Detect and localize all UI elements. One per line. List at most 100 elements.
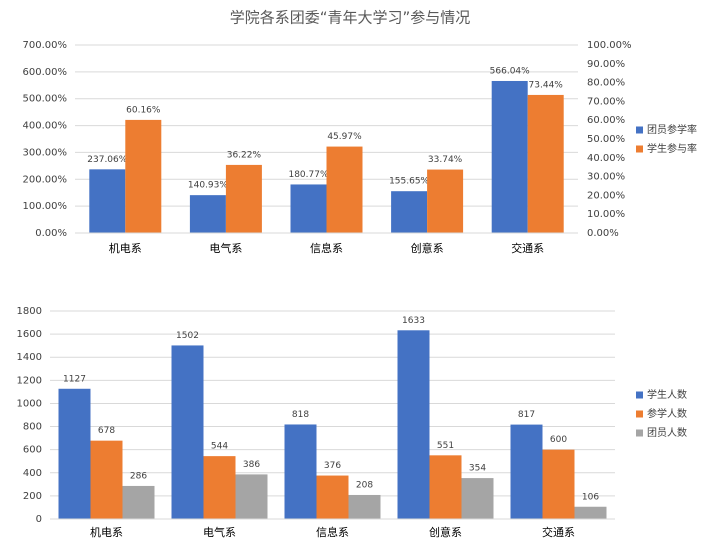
data-label: 286 — [130, 471, 147, 481]
bar — [391, 191, 428, 233]
chart-title: 学院各系团委“青年大学习”参与情况 — [230, 9, 471, 27]
x-tick-label: 创意系 — [411, 241, 444, 255]
x-tick-label: 电气系 — [203, 525, 236, 539]
bar — [491, 80, 528, 233]
data-label: 818 — [292, 410, 309, 420]
bar — [171, 345, 204, 519]
data-label: 1127 — [63, 374, 86, 384]
x-tick-label: 机电系 — [109, 241, 142, 255]
data-label: 180.77% — [288, 170, 328, 180]
bar — [90, 440, 123, 519]
y-tick-label: 500.00% — [23, 94, 68, 105]
data-label: 73.44% — [529, 80, 564, 90]
bar — [510, 424, 543, 519]
data-label: 566.04% — [490, 66, 530, 76]
x-tick-label: 信息系 — [310, 241, 343, 255]
bar — [461, 478, 494, 519]
data-label: 36.22% — [227, 150, 262, 160]
bar — [284, 424, 317, 519]
bar — [189, 195, 226, 233]
y-tick-label: 700.00% — [23, 40, 68, 51]
y-tick-label: 600.00% — [23, 67, 68, 78]
legend-label: 团员参学率 — [647, 123, 697, 136]
y-tick-label: 400 — [23, 468, 42, 479]
y2-tick-label: 0.00% — [587, 228, 619, 239]
y-tick-label: 200 — [23, 491, 42, 502]
bar — [527, 94, 564, 233]
data-label: 60.16% — [126, 105, 161, 115]
bar — [326, 146, 363, 233]
y-tick-label: 300.00% — [23, 147, 68, 158]
data-label: 1502 — [176, 331, 199, 341]
bar — [89, 169, 126, 233]
data-label: 551 — [437, 441, 454, 451]
bar — [427, 169, 464, 233]
y-tick-label: 800 — [23, 422, 42, 433]
y2-tick-label: 70.00% — [587, 96, 625, 107]
legend-swatch — [636, 429, 643, 437]
data-label: 354 — [469, 464, 486, 474]
legend-swatch — [636, 126, 643, 134]
x-tick-label: 交通系 — [542, 525, 575, 539]
bar — [203, 456, 236, 519]
y2-tick-label: 100.00% — [587, 40, 632, 51]
x-tick-label: 创意系 — [429, 525, 462, 539]
data-label: 33.74% — [428, 155, 463, 165]
data-label: 237.06% — [87, 155, 127, 165]
bar — [574, 506, 607, 519]
bar — [125, 119, 162, 233]
legend-label: 团员人数 — [647, 426, 687, 439]
legend-swatch — [636, 391, 643, 399]
data-label: 1633 — [402, 316, 425, 326]
data-label: 45.97% — [327, 132, 362, 142]
y2-tick-label: 40.00% — [587, 153, 625, 164]
y-tick-label: 0.00% — [35, 228, 67, 239]
y-tick-label: 1800 — [17, 306, 42, 317]
data-label: 600 — [550, 435, 567, 445]
bar — [122, 485, 155, 519]
x-tick-label: 机电系 — [90, 525, 123, 539]
data-label: 140.93% — [188, 181, 228, 191]
data-label: 817 — [518, 410, 535, 420]
y-tick-label: 1600 — [17, 329, 42, 340]
data-label: 386 — [243, 460, 260, 470]
y-tick-label: 200.00% — [23, 174, 68, 185]
data-label: 678 — [98, 426, 115, 436]
y2-tick-label: 30.00% — [587, 172, 625, 183]
data-label: 155.65% — [389, 177, 429, 187]
bar — [290, 184, 327, 233]
bar — [348, 494, 381, 519]
bar — [542, 449, 575, 519]
data-label: 376 — [324, 461, 341, 471]
legend-swatch — [636, 145, 643, 153]
bar — [235, 474, 268, 519]
y-tick-label: 0 — [36, 514, 42, 525]
y-tick-label: 1400 — [17, 352, 42, 363]
legend-swatch — [636, 410, 643, 418]
legend-label: 学生参与率 — [647, 142, 697, 155]
y2-tick-label: 80.00% — [587, 78, 625, 89]
x-tick-label: 交通系 — [511, 241, 544, 255]
bar — [58, 388, 91, 519]
y2-tick-label: 10.00% — [587, 209, 625, 220]
legend-label: 学生人数 — [647, 388, 687, 401]
y-tick-label: 1200 — [17, 375, 42, 386]
bar — [429, 455, 462, 519]
y-tick-label: 1000 — [17, 398, 42, 409]
y-tick-label: 400.00% — [23, 121, 68, 132]
y2-tick-label: 50.00% — [587, 134, 625, 145]
y-tick-label: 600 — [23, 445, 42, 456]
x-tick-label: 电气系 — [209, 241, 242, 255]
data-label: 106 — [582, 492, 599, 502]
bar — [316, 475, 349, 519]
legend-label: 参学人数 — [647, 407, 687, 420]
bar — [225, 164, 262, 233]
y-tick-label: 100.00% — [23, 201, 68, 212]
data-label: 544 — [211, 442, 228, 452]
y2-tick-label: 90.00% — [587, 59, 625, 70]
bar — [397, 330, 430, 519]
y2-tick-label: 60.00% — [587, 115, 625, 126]
y2-tick-label: 20.00% — [587, 190, 625, 201]
